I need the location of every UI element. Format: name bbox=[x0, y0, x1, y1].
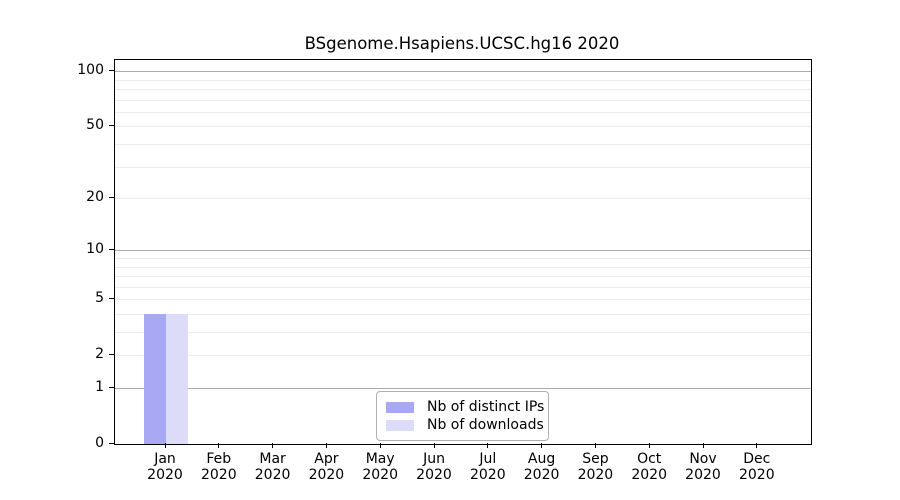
y-tick-mark bbox=[109, 248, 114, 250]
x-tick-mark bbox=[541, 443, 543, 448]
minor-gridline bbox=[115, 111, 811, 113]
minor-gridline bbox=[115, 276, 811, 278]
x-tick-year: 2020 bbox=[577, 467, 614, 483]
y-tick-mark bbox=[109, 442, 114, 444]
x-tick-month: Apr bbox=[314, 451, 339, 467]
x-tick-label: Sep 2020 bbox=[560, 451, 630, 483]
y-tick-label: 0 bbox=[95, 435, 104, 451]
x-tick-label: Nov 2020 bbox=[668, 451, 738, 483]
minor-gridline bbox=[115, 79, 811, 81]
legend-label: Nb of downloads bbox=[427, 417, 544, 433]
y-tick-label: 2 bbox=[95, 346, 104, 363]
y-tick-mark bbox=[109, 297, 114, 299]
x-tick-month: Jun bbox=[423, 451, 445, 467]
y-tick-mark bbox=[109, 353, 114, 355]
x-tick-month: Nov bbox=[689, 451, 717, 467]
y-tick-mark bbox=[109, 196, 114, 198]
bar-jan-downloads bbox=[166, 313, 188, 444]
x-tick-year: 2020 bbox=[254, 467, 291, 483]
y-tick-label: 100 bbox=[77, 62, 104, 79]
plot-area bbox=[114, 59, 812, 445]
minor-gridline bbox=[115, 258, 811, 259]
major-gridline bbox=[115, 250, 811, 252]
minor-gridline bbox=[115, 313, 811, 315]
x-tick-year: 2020 bbox=[416, 467, 452, 483]
y-tick-label: 20 bbox=[86, 189, 104, 206]
x-tick-month: Mar bbox=[259, 451, 286, 467]
x-tick-mark bbox=[272, 443, 274, 448]
minor-gridline bbox=[115, 355, 811, 357]
x-tick-month: Aug bbox=[527, 451, 556, 467]
x-tick-label: May 2020 bbox=[345, 451, 415, 483]
legend-swatch bbox=[386, 419, 414, 431]
x-tick-month: Jul bbox=[479, 451, 497, 467]
x-tick-year: 2020 bbox=[469, 467, 506, 483]
x-tick-mark bbox=[594, 443, 597, 448]
x-tick-year: 2020 bbox=[738, 467, 775, 483]
legend-label: Nb of distinct IPs bbox=[427, 399, 545, 415]
x-tick-label: Apr 2020 bbox=[291, 451, 361, 483]
x-tick-mark bbox=[164, 443, 166, 448]
x-tick-year: 2020 bbox=[308, 467, 345, 483]
minor-gridline bbox=[115, 126, 811, 128]
legend-entry: Nb of downloads bbox=[386, 416, 544, 434]
x-tick-year: 2020 bbox=[362, 467, 398, 483]
legend-swatch bbox=[386, 401, 414, 413]
y-tick-mark bbox=[109, 124, 114, 127]
y-tick-label: 10 bbox=[86, 241, 104, 258]
x-tick-label: Dec 2020 bbox=[722, 451, 792, 483]
x-tick-month: Dec bbox=[743, 451, 771, 467]
major-gridline bbox=[115, 71, 811, 73]
x-tick-year: 2020 bbox=[631, 467, 667, 483]
minor-gridline bbox=[115, 166, 811, 168]
y-tick-mark bbox=[109, 386, 114, 388]
minor-gridline bbox=[115, 144, 811, 146]
x-tick-mark bbox=[379, 443, 381, 448]
minor-gridline bbox=[115, 266, 811, 268]
x-tick-month: Feb bbox=[206, 451, 232, 467]
legend: Nb of distinct IPs Nb of downloads bbox=[376, 391, 549, 441]
bar-jan-distinct-ips bbox=[144, 313, 166, 444]
legend-entry: Nb of distinct IPs bbox=[386, 398, 544, 416]
x-tick-month: May bbox=[365, 451, 395, 467]
minor-gridline bbox=[115, 286, 811, 288]
y-tick-label: 50 bbox=[86, 117, 104, 134]
x-tick-month: Jan bbox=[154, 451, 176, 467]
major-gridline bbox=[115, 388, 811, 389]
x-tick-month: Oct bbox=[637, 451, 662, 467]
x-tick-month: Sep bbox=[582, 451, 609, 467]
y-tick-label: 1 bbox=[95, 379, 104, 395]
x-tick-label: Oct 2020 bbox=[614, 451, 684, 483]
x-tick-year: 2020 bbox=[200, 467, 237, 483]
x-tick-year: 2020 bbox=[523, 467, 560, 483]
x-tick-label: Jul 2020 bbox=[453, 451, 523, 483]
minor-gridline bbox=[115, 99, 811, 101]
minor-gridline bbox=[115, 198, 811, 200]
x-tick-mark bbox=[756, 443, 758, 448]
x-tick-mark bbox=[648, 443, 650, 448]
x-tick-mark bbox=[487, 443, 489, 448]
y-tick-mark bbox=[109, 69, 114, 71]
x-tick-year: 2020 bbox=[685, 467, 721, 483]
x-tick-year: 2020 bbox=[147, 467, 183, 483]
x-tick-label: Feb 2020 bbox=[184, 451, 254, 483]
y-tick-label: 5 bbox=[95, 290, 104, 307]
x-tick-label: Mar 2020 bbox=[238, 451, 308, 483]
minor-gridline bbox=[115, 89, 811, 91]
minor-gridline bbox=[115, 299, 811, 301]
x-tick-mark bbox=[218, 443, 220, 448]
chart-title: BSgenome.Hsapiens.UCSC.hg16 2020 bbox=[304, 34, 620, 53]
x-tick-label: Jan 2020 bbox=[130, 451, 200, 483]
x-tick-mark bbox=[433, 443, 435, 448]
x-tick-label: Aug 2020 bbox=[507, 451, 577, 483]
minor-gridline bbox=[115, 332, 811, 334]
x-tick-mark bbox=[702, 443, 704, 448]
x-tick-mark bbox=[325, 443, 328, 448]
x-tick-label: Jun 2020 bbox=[399, 451, 469, 483]
